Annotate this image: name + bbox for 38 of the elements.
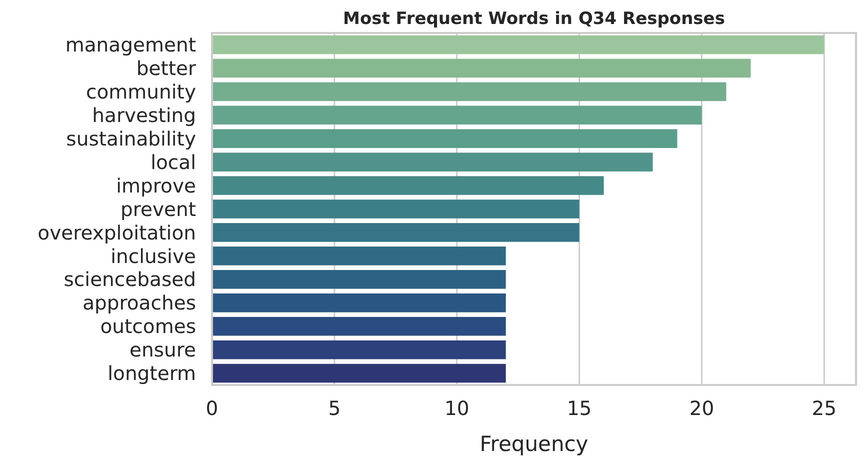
x-tick-label: 20 [689, 397, 714, 420]
bar [212, 82, 726, 102]
bar [212, 293, 506, 312]
y-tick-label: better [136, 57, 197, 80]
y-tick-label: inclusive [110, 244, 196, 268]
x-tick-label: 25 [812, 397, 837, 420]
y-tick-label: harvesting [92, 104, 196, 127]
bar [212, 270, 506, 289]
bar [212, 223, 580, 242]
x-axis-title: Frequency [480, 432, 588, 456]
y-tick-label: prevent [120, 198, 196, 221]
chart-title: Most Frequent Words in Q34 Responses [343, 9, 725, 29]
bar [212, 58, 751, 78]
y-tick-label: overexploitation [38, 221, 196, 244]
y-tick-label: sciencebased [64, 268, 196, 292]
y-tick-label: community [86, 80, 196, 104]
y-tick-label: improve [116, 174, 196, 198]
bar [212, 35, 824, 54]
y-tick-label: approaches [82, 292, 196, 315]
y-tick-label: longterm [108, 362, 196, 386]
bar [212, 106, 702, 125]
x-tick-label: 15 [566, 397, 592, 420]
y-tick-label: sustainability [66, 127, 196, 150]
bar [212, 340, 506, 360]
bar [212, 152, 653, 172]
bar [212, 316, 506, 336]
bar [212, 364, 506, 383]
y-tick-label: management [65, 34, 196, 57]
x-tick-label: 0 [206, 397, 218, 420]
y-tick-label: ensure [130, 338, 196, 362]
x-tick-label: 5 [328, 397, 341, 420]
y-tick-label: outcomes [100, 315, 196, 338]
bar [212, 200, 580, 218]
x-tick-label: 10 [444, 397, 470, 420]
y-tick-label: local [150, 150, 196, 174]
bar [212, 176, 604, 195]
bar [212, 129, 678, 148]
bar [212, 246, 506, 266]
